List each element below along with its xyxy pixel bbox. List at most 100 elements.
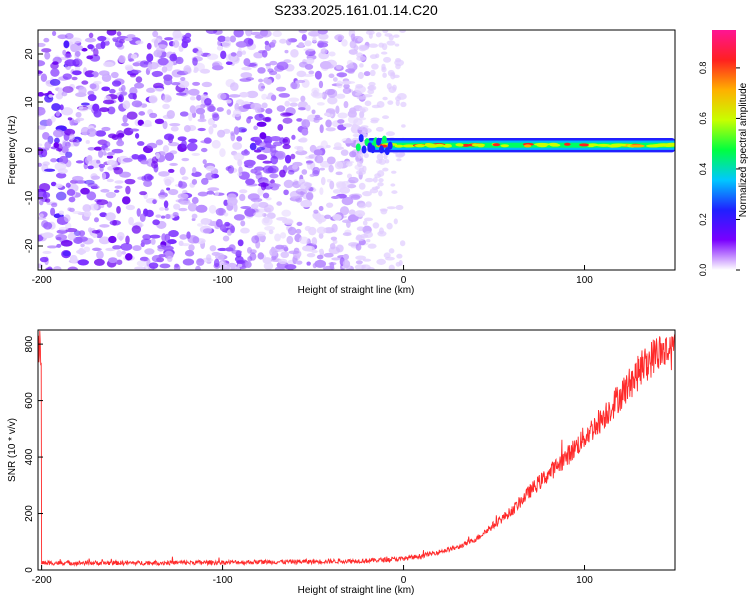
spectrogram-noise-blob [269,60,278,66]
spectrogram-noise-blob [121,122,129,127]
spectrogram-y-tick-label: 20 [24,48,35,60]
signal-band-peak [629,144,645,148]
spectrogram-noise-blob [367,243,377,249]
spectrogram-noise-blob [107,106,116,115]
spectrogram-x-tick-label: 0 [401,275,407,286]
spectrogram-noise-blob [154,87,164,92]
spectrogram-noise-blob [191,196,199,204]
spectrogram-noise-blob [216,107,224,112]
spectrogram-noise-blob [250,197,263,203]
signal-band-peak [523,144,532,148]
spectrogram-noise-blob [147,62,153,72]
spectrogram-noise-blob [230,52,237,57]
spectrogram-noise-blob [361,264,366,269]
signal-band-peak [394,144,404,148]
spectrogram-noise-blob [348,176,359,184]
spectrogram-noise-blob [261,102,268,109]
spectrogram-noise-blob [395,99,400,107]
spectrogram-noise-blob [50,115,56,123]
spectrogram-noise-blob [148,262,159,269]
spectrogram-noise-blob [38,125,46,130]
spectrogram-noise-blob [187,202,198,212]
spectrogram-noise-blob [292,164,298,170]
spectrogram-noise-blob [308,226,317,236]
spectrogram-noise-blob [318,33,329,40]
spectrogram-noise-blob [282,144,291,150]
spectrogram-noise-blob [142,234,152,240]
spectrogram-noise-blob [256,121,267,127]
spectrogram-noise-blob [43,168,56,172]
spectrogram-noise-blob [224,221,231,227]
spectrogram-noise-blob [395,204,404,211]
spectrogram-noise-blob [41,220,49,228]
spectrogram-noise-blob [163,74,173,81]
spectrogram-noise-blob [38,42,46,47]
snr-x-tick-label: 0 [401,575,407,586]
spectrogram-noise-blob [55,236,62,241]
spectrogram-noise-blob [138,111,146,116]
signal-band-peak [402,144,416,148]
signal-band-peak [461,143,471,147]
spectrogram-noise-blob [93,146,103,151]
spectrogram-noise-blob [357,37,363,42]
spectrogram-noise-blobs [38,30,407,270]
spectrogram-noise-blob [114,189,120,193]
spectrogram-noise-blob [65,182,71,188]
spectrogram-noise-blob [68,196,76,203]
spectrogram-noise-blob [179,111,189,117]
spectrogram-noise-blob [312,92,324,99]
spectrogram-noise-blob [231,249,243,255]
spectrogram-noise-blob [396,253,403,259]
spectrogram-noise-blob [284,264,297,270]
spectrogram-noise-blob [312,36,317,43]
spectrogram-noise-blob [69,133,75,141]
spectrogram-noise-blob [168,168,175,173]
spectrogram-noise-blob [163,133,175,141]
spectrogram-noise-blob [41,232,54,239]
snr-frame [37,329,676,571]
spectrogram-noise-blob [121,84,126,92]
spectrogram-noise-blob [116,206,121,214]
spectrogram-noise-blob [119,171,132,178]
spectrogram-noise-blob [169,122,181,127]
spectrogram-noise-blob [67,232,76,241]
spectrogram-noise-blob [227,165,235,174]
spectrogram-noise-blob [232,142,243,150]
spectrogram-noise-blob [136,141,145,146]
spectrogram-noise-blob [225,99,232,104]
spectrogram-x-tick-label: -100 [213,275,233,286]
spectrogram-noise-blob [283,189,289,196]
spectrogram-noise-blob [70,43,79,53]
spectrogram-noise-blob [221,39,231,48]
spectrogram-noise-blob [343,83,350,89]
spectrogram-noise-blob [386,82,392,90]
spectrogram-noise-blob [256,231,267,237]
spectrogram-noise-blob [289,102,298,107]
spectrogram-noise-blob [38,70,43,74]
spectrogram-noise-blob [264,40,270,46]
spectrogram-noise-blob [382,72,387,78]
spectrogram-noise-blob [382,96,388,101]
spectrogram-noise-blob [38,92,45,97]
spectrogram-noise-blob [284,100,291,107]
spectrogram-noise-blob [217,35,226,42]
spectrogram-noise-blob [226,197,238,206]
spectrogram-noise-blob [160,215,166,219]
spectrogram-noise-blob [117,95,123,101]
spectrogram-noise-blob [203,137,212,144]
spectrogram-noise-blob [211,65,224,71]
spectrogram-noise-blob [300,95,306,102]
spectrogram-noise-blob [171,82,181,86]
spectrogram-noise-blob [64,59,76,67]
spectrogram-noise-blob [343,160,355,164]
spectrogram-noise-blob [135,221,143,226]
spectrogram-x-tick-label: -200 [32,275,52,286]
signal-band-peak [548,142,559,146]
spectrogram-noise-blob [107,166,115,171]
spectrogram-noise-blob [284,154,292,164]
spectrogram-noise-blob [44,51,51,60]
spectrogram-noise-blob [191,213,198,219]
spectrogram-noise-blob [112,245,122,250]
spectrogram-noise-blob [73,119,81,124]
